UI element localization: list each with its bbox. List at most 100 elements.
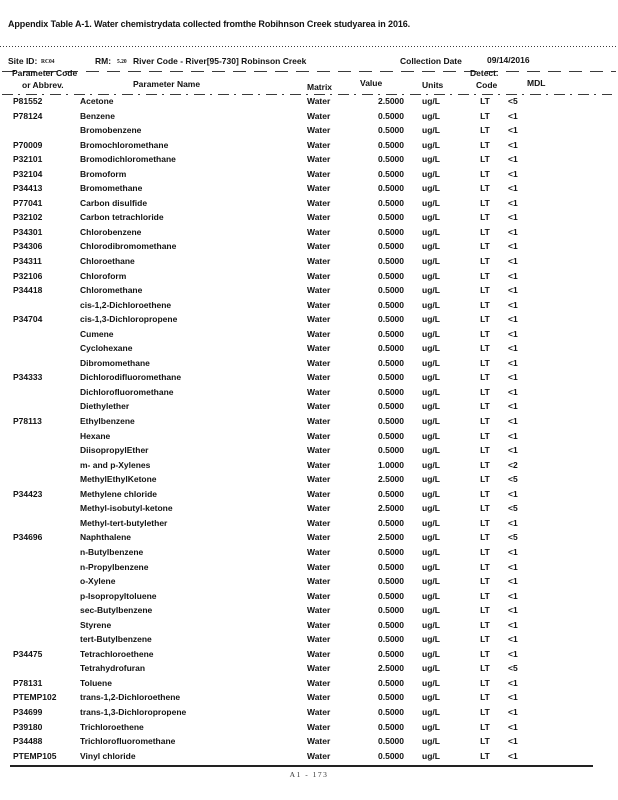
mdl-cell: <1 [508, 706, 518, 717]
value-cell: 0.5000 [378, 576, 404, 587]
matrix-cell: Water [307, 532, 331, 543]
value-cell: 0.5000 [378, 445, 404, 456]
units-cell: ug/L [422, 459, 440, 470]
param-name-cell: Chloromethane [80, 285, 143, 296]
value-cell: 0.5000 [378, 197, 404, 208]
units-cell: ug/L [422, 357, 440, 368]
param-code-cell [13, 632, 80, 647]
mdl-cell: <1 [508, 561, 518, 572]
value-cell: 0.5000 [378, 721, 404, 732]
param-code-cell: P77041 [13, 197, 43, 208]
units-cell: ug/L [422, 386, 440, 397]
units-cell: ug/L [422, 503, 440, 514]
mdl-cell: <1 [508, 299, 518, 310]
param-name-cell: cis-1,2-Dichloroethene [80, 299, 172, 310]
value-cell: 0.5000 [378, 212, 404, 223]
value-cell: 0.5000 [378, 401, 404, 412]
units-cell: ug/L [422, 372, 440, 383]
param-name-cell: Methyl-isobutyl-ketone [80, 503, 173, 514]
value-cell: 0.5000 [378, 416, 404, 427]
table-row: o-Xylene Water 0.5000 ug/L LT <1 [0, 574, 618, 589]
param-name-cell: Vinyl chloride [80, 750, 136, 761]
table-row: p-Isopropyltoluene Water 0.5000 ug/L LT … [0, 589, 618, 604]
matrix-cell: Water [307, 256, 331, 267]
detect-code-cell: LT [480, 692, 490, 703]
value-cell: 0.5000 [378, 343, 404, 354]
dotted-divider [0, 46, 616, 47]
table-row: P78113 Ethylbenzene Water 0.5000 ug/L LT… [0, 414, 618, 429]
detect-code-cell: LT [480, 445, 490, 456]
detect-code-cell: LT [480, 168, 490, 179]
param-code-cell [13, 123, 80, 138]
param-code-cell: PTEMP102 [13, 692, 57, 703]
matrix-cell: Water [307, 634, 331, 645]
table-row: DiisopropylEther Water 0.5000 ug/L LT <1 [0, 443, 618, 458]
units-cell: ug/L [422, 546, 440, 557]
matrix-cell: Water [307, 503, 331, 514]
units-cell: ug/L [422, 256, 440, 267]
mdl-cell: <1 [508, 488, 518, 499]
detect-code-cell: LT [480, 299, 490, 310]
rm-label: RM: [95, 56, 112, 66]
units-cell: ug/L [422, 168, 440, 179]
units-cell: ug/L [422, 721, 440, 732]
param-name-cell: trans-1,3-Dichloropropene [80, 706, 187, 717]
value-cell: 0.5000 [378, 314, 404, 325]
table-row: P32106 Chloroform Water 0.5000 ug/L LT <… [0, 269, 618, 284]
param-name-cell: Styrene [80, 619, 112, 630]
bottom-rule [10, 765, 593, 767]
table-row: Cyclohexane Water 0.5000 ug/L LT <1 [0, 341, 618, 356]
param-name-cell: Chlorodibromomethane [80, 241, 177, 252]
matrix-cell: Water [307, 139, 331, 150]
mdl-cell: <1 [508, 372, 518, 383]
mdl-cell: <1 [508, 154, 518, 165]
table-row: PTEMP105 Vinyl chloride Water 0.5000 ug/… [0, 749, 618, 764]
mdl-cell: <1 [508, 314, 518, 325]
param-name-cell: Chlorobenzene [80, 226, 142, 237]
detect-code-cell: LT [480, 256, 490, 267]
matrix-cell: Water [307, 677, 331, 688]
param-name-cell: cis-1,3-Dichloropropene [80, 314, 178, 325]
table-row: Methyl-isobutyl-ketone Water 2.5000 ug/L… [0, 501, 618, 516]
table-row: Dibromomethane Water 0.5000 ug/L LT <1 [0, 356, 618, 371]
param-code-cell [13, 399, 80, 414]
units-cell: ug/L [422, 663, 440, 674]
matrix-cell: Water [307, 605, 331, 616]
table-row: P34475 Tetrachloroethene Water 0.5000 ug… [0, 647, 618, 662]
value-cell: 0.5000 [378, 139, 404, 150]
param-name-cell: Chloroform [80, 270, 127, 281]
param-code-cell [13, 574, 80, 589]
units-cell: ug/L [422, 532, 440, 543]
param-name-cell: Methyl-tert-butylether [80, 517, 168, 528]
table-row: Methyl-tert-butylether Water 0.5000 ug/L… [0, 516, 618, 531]
mdl-cell: <1 [508, 401, 518, 412]
mdl-cell: <1 [508, 139, 518, 150]
detect-code-cell: LT [480, 139, 490, 150]
table-row: P78131 Toluene Water 0.5000 ug/L LT <1 [0, 676, 618, 691]
matrix-cell: Water [307, 445, 331, 456]
param-code-cell: P34333 [13, 372, 43, 383]
param-code-cell [13, 589, 80, 604]
matrix-cell: Water [307, 357, 331, 368]
detect-code-cell: LT [480, 343, 490, 354]
detect-code-cell: LT [480, 663, 490, 674]
mdl-cell: <1 [508, 386, 518, 397]
detect-code-cell: LT [480, 125, 490, 136]
mdl-cell: <1 [508, 125, 518, 136]
detect-code-cell: LT [480, 270, 490, 281]
units-cell: ug/L [422, 139, 440, 150]
matrix-cell: Water [307, 270, 331, 281]
param-code-cell: P34423 [13, 488, 43, 499]
units-cell: ug/L [422, 125, 440, 136]
table-row: P34333 Dichlorodifluoromethane Water 0.5… [0, 370, 618, 385]
col-header-value: Value [360, 78, 383, 88]
param-code-cell [13, 603, 80, 618]
param-code-cell [13, 298, 80, 313]
detect-code-cell: LT [480, 357, 490, 368]
units-cell: ug/L [422, 328, 440, 339]
param-code-cell: P81552 [13, 96, 43, 106]
param-name-cell: n-Butylbenzene [80, 546, 144, 557]
matrix-cell: Water [307, 285, 331, 296]
col-header-units: Units [422, 80, 444, 90]
mdl-cell: <1 [508, 357, 518, 368]
